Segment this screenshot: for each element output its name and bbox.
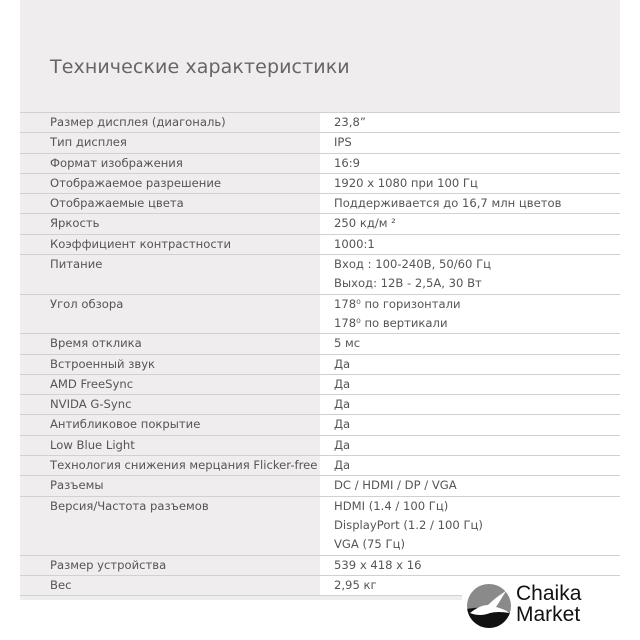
spec-value-line: 178⁰ по вертикали — [334, 315, 448, 330]
table-row: Антибликовое покрытие Да — [20, 415, 620, 436]
spec-value-line: 178⁰ по горизонтали — [334, 296, 461, 311]
spec-value-line: 1000:1 — [334, 236, 375, 251]
spec-value-line: DC / HDMI / DP / VGA — [334, 478, 457, 493]
table-row: AMD FreeSync Да — [20, 374, 620, 396]
spec-key: NVIDA G-Sync — [20, 395, 320, 415]
spec-value: DC / HDMI / DP / VGA — [320, 476, 620, 496]
spec-value-line: Да — [334, 356, 351, 371]
spec-key: Отображаемое разрешение — [20, 173, 320, 194]
table-row: Угол обзора 178⁰ по горизонтали 178⁰ по ве… — [20, 294, 620, 335]
spec-value-line: IPS — [334, 135, 352, 150]
spec-key: Low Blue Light — [20, 435, 320, 456]
spec-key: Время отклика — [20, 334, 320, 354]
spec-key: Угол обзора — [20, 294, 320, 334]
spec-key: Антибликовое покрытие — [20, 415, 320, 435]
spec-value-line: DisplayPort (1.2 / 100 Гц) — [334, 517, 483, 532]
spec-value: 23,8” — [320, 113, 620, 133]
spec-key: Отображаемые цвета — [20, 194, 320, 214]
spec-value-line: HDMI (1.4 / 100 Гц) — [334, 498, 449, 513]
spec-value-line: Да — [334, 437, 351, 452]
spec-value-line: 539 x 418 x 16 — [334, 557, 422, 572]
table-row: Время отклика 5 мс — [20, 334, 620, 355]
table-row: Встроенный звук Да — [20, 354, 620, 375]
table-row: Версия/Частота разъемов HDMI (1.4 / 100 Г… — [20, 496, 620, 556]
spec-value: 250 кд/м ² — [320, 214, 620, 234]
page-title: Технические характеристики — [50, 56, 350, 78]
table-row: Коэффициент контрастности 1000:1 — [20, 234, 620, 256]
table-row: Отображаемое разрешение 1920 x 1080 при 1… — [20, 173, 620, 195]
table-row: Яркость 250 кд/м ² — [20, 214, 620, 235]
spec-value: 539 x 418 x 16 — [320, 555, 620, 575]
table-row: Отображаемые цвета Поддерживается до 16,7… — [20, 194, 620, 215]
spec-value: Поддерживается до 16,7 млн цветов — [320, 194, 620, 214]
logo-line1: Chaika — [516, 582, 582, 605]
spec-key: Размер устройства — [20, 555, 320, 575]
spec-value: 5 мс — [320, 334, 620, 354]
spec-key: Питание — [20, 255, 320, 294]
logo-text: Chaika Market — [516, 583, 581, 625]
spec-value-line: 1920 x 1080 при 100 Гц — [334, 175, 478, 190]
table-row: Разъемы DC / HDMI / DP / VGA — [20, 476, 620, 497]
spec-key: Формат изображения — [20, 153, 320, 173]
spec-key: Встроенный звук — [20, 354, 320, 374]
spec-key: AMD FreeSync — [20, 374, 320, 395]
spec-key: Коэффициент контрастности — [20, 234, 320, 255]
table-row: Формат изображения 16:9 — [20, 153, 620, 174]
spec-key: Тип дисплея — [20, 133, 320, 153]
spec-value: IPS — [320, 133, 620, 153]
spec-value: 16:9 — [320, 153, 620, 173]
spec-key: Размер дисплея (диагональ) — [20, 113, 320, 133]
spec-table: Размер дисплея (диагональ) 23,8” Тип диспл… — [20, 112, 620, 597]
spec-value-line: Да — [334, 417, 351, 432]
spec-value: Вход : 100-240В, 50/60 Гц Выход: 12В - 2,… — [320, 255, 620, 294]
spec-key: Вес — [20, 575, 320, 596]
spec-value-line: 16:9 — [334, 155, 361, 170]
spec-value-line: VGA (75 Гц) — [334, 537, 405, 552]
spec-value: Да — [320, 395, 620, 415]
spec-value: HDMI (1.4 / 100 Гц) DisplayPort (1.2 / 10… — [320, 496, 620, 555]
spec-value: Да — [320, 374, 620, 395]
seagull-circle-icon — [467, 584, 511, 628]
spec-value-line: Вход : 100-240В, 50/60 Гц — [334, 257, 492, 272]
spec-value-line: 2,95 кг — [334, 577, 377, 592]
spec-key: Версия/Частота разъемов — [20, 496, 320, 555]
table-row: Размер устройства 539 x 418 x 16 — [20, 555, 620, 576]
table-row: Технология снижения мерцания Flicker-fre… — [20, 456, 620, 477]
table-row: Low Blue Light Да — [20, 435, 620, 457]
spec-key: Яркость — [20, 214, 320, 234]
spec-value-line: Да — [334, 397, 351, 412]
spec-key: Разъемы — [20, 476, 320, 496]
table-row: Питание Вход : 100-240В, 50/60 Гц Выход: 1… — [20, 255, 620, 295]
table-row: NVIDA G-Sync Да — [20, 395, 620, 416]
spec-value-line: 5 мс — [334, 336, 361, 351]
logo-line2: Market — [516, 603, 581, 626]
spec-value: 178⁰ по горизонтали 178⁰ по вертикали — [320, 294, 620, 334]
spec-key: Технология снижения мерцания Flicker-fre… — [20, 456, 320, 476]
spec-value-line: 23,8” — [334, 115, 366, 129]
logo: Chaika Market — [462, 581, 632, 629]
spec-value-line: Поддерживается до 16,7 млн цветов — [334, 196, 562, 211]
table-row: Тип дисплея IPS — [20, 133, 620, 154]
spec-value: Да — [320, 435, 620, 456]
spec-value-line: Да — [334, 376, 351, 391]
spec-value: Да — [320, 456, 620, 476]
spec-value-line: Да — [334, 458, 351, 473]
spec-value: Да — [320, 354, 620, 374]
spec-value: 1920 x 1080 при 100 Гц — [320, 173, 620, 194]
spec-value-line: 250 кд/м ² — [334, 216, 396, 231]
spec-value: Да — [320, 415, 620, 435]
table-row: Размер дисплея (диагональ) 23,8” — [20, 112, 620, 134]
spec-value: 1000:1 — [320, 234, 620, 255]
spec-value-line: Выход: 12В - 2,5А, 30 Вт — [334, 276, 482, 291]
